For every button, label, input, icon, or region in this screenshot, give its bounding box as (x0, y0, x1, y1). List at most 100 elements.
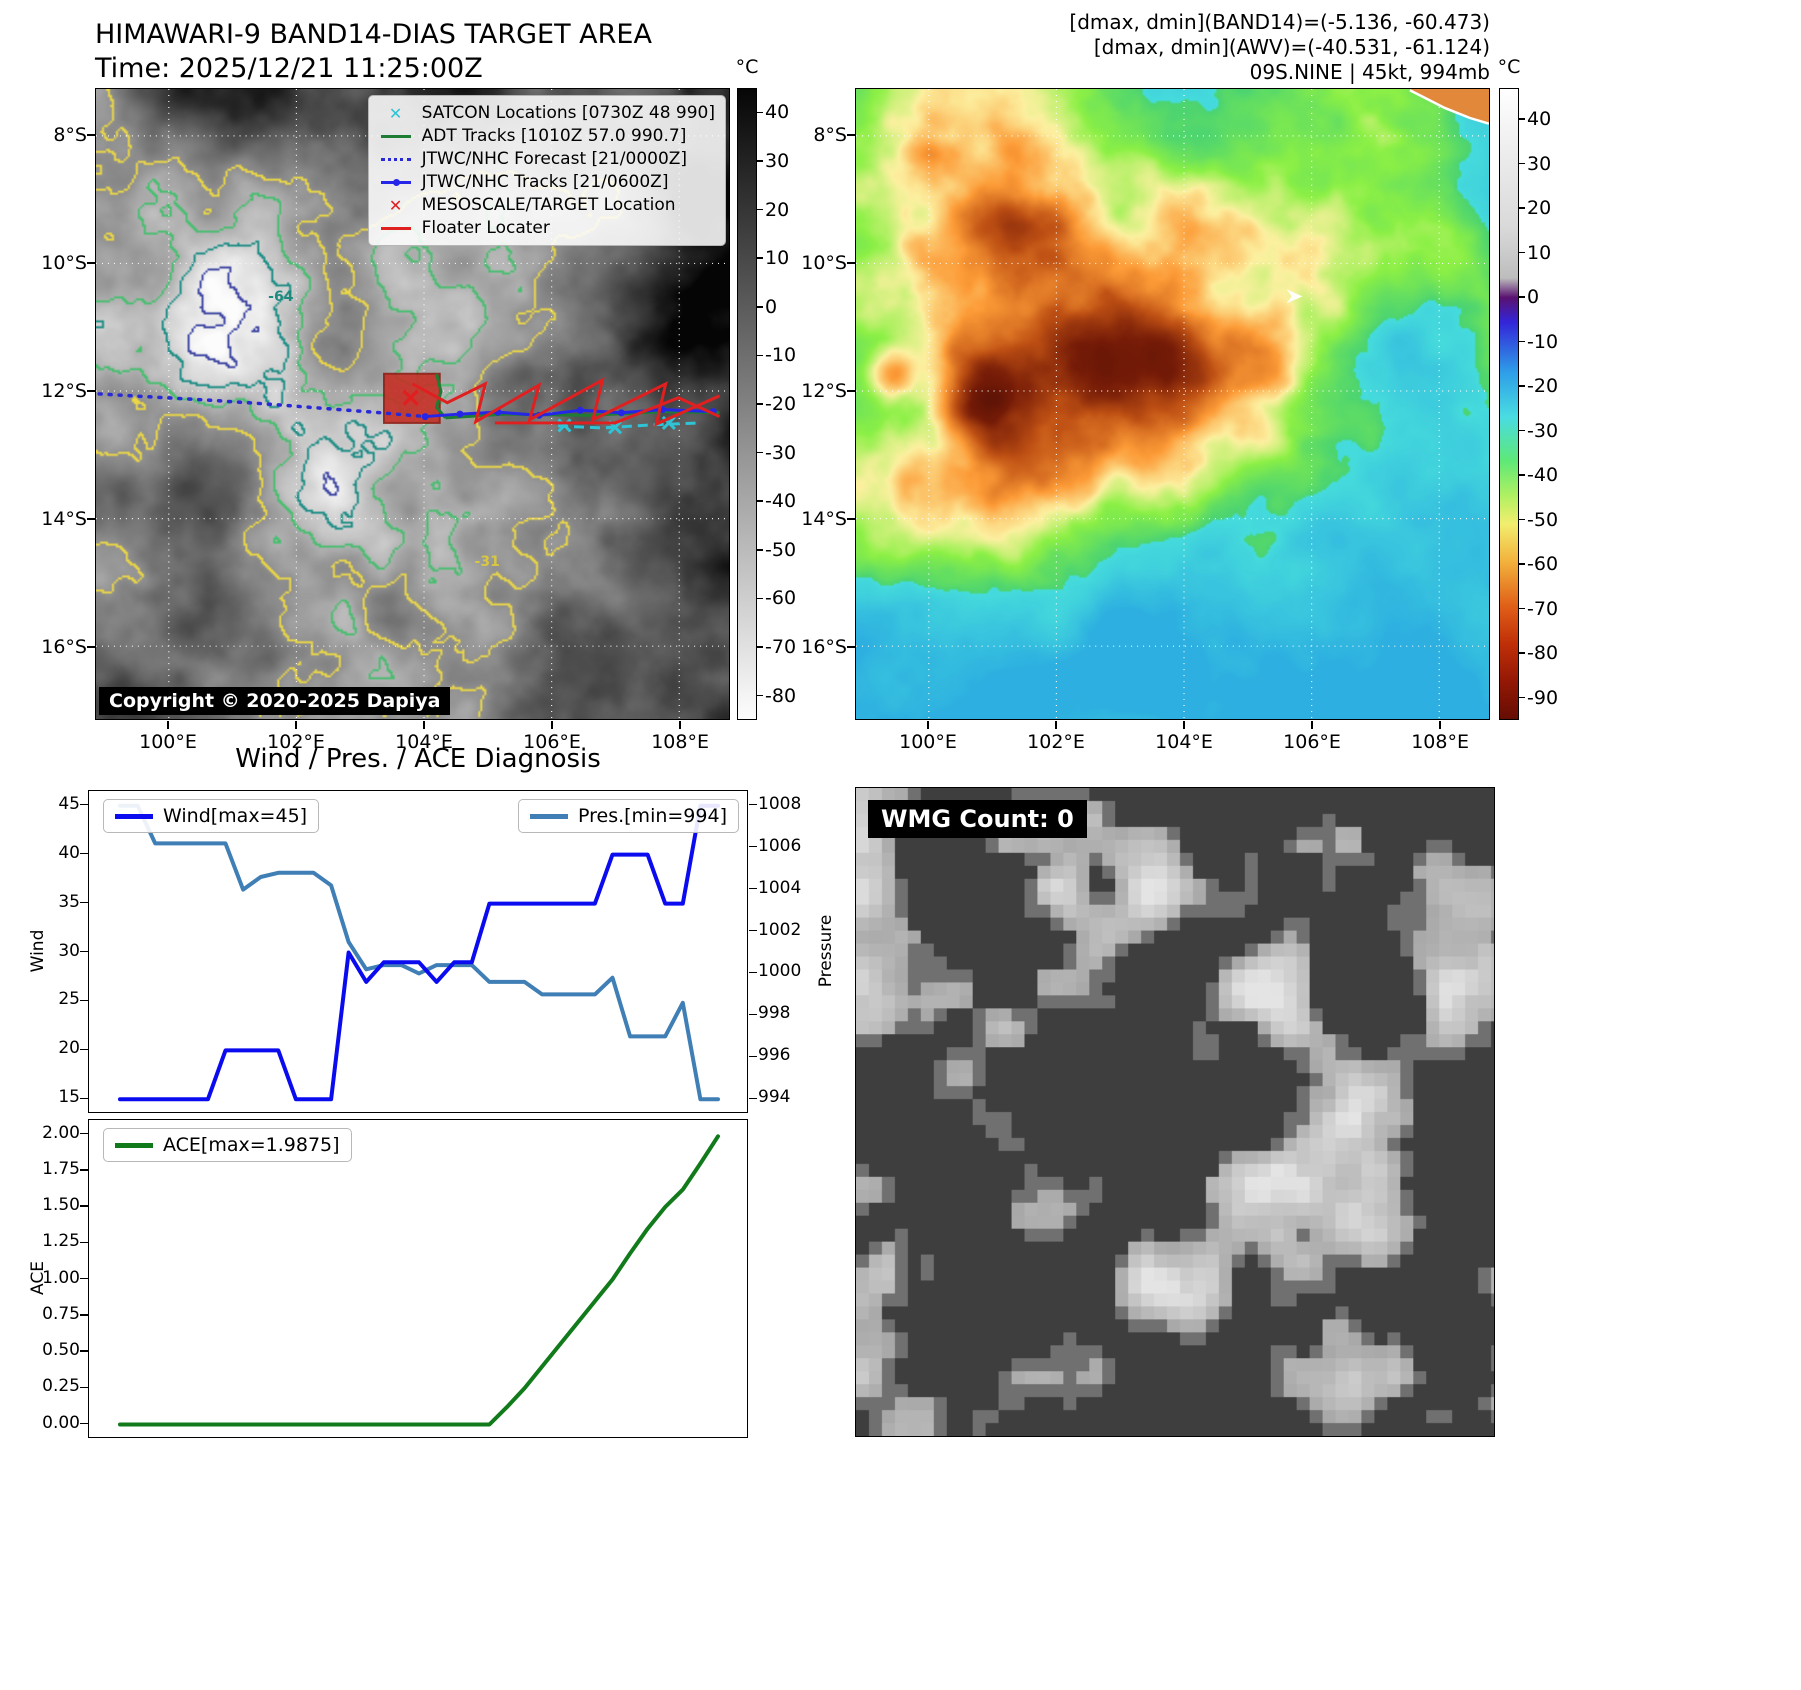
legend-item: JTWC/NHC Tracks [21/0600Z] (379, 172, 715, 192)
tick-mark (80, 1314, 88, 1316)
series-line-ACE[max=1.9875] (118, 1134, 720, 1427)
wind-legend: Wind[max=45] (103, 799, 320, 833)
pressure-line-sample (530, 813, 568, 819)
colorbar-tick-label: -70 (765, 636, 797, 659)
tick-mark (1519, 251, 1525, 254)
lon-tick-label: 106°E (523, 731, 581, 753)
tick-mark (80, 1350, 88, 1352)
tick-mark (757, 451, 763, 454)
legend-item: JTWC/NHC Forecast [21/0000Z] (379, 149, 715, 169)
satcon-x-marker (661, 415, 676, 430)
legend-item: ✕ MESOSCALE/TARGET Location (379, 195, 715, 215)
tick-mark (749, 887, 757, 890)
tick-mark (1519, 652, 1525, 654)
lon-tick-label: 108°E (1411, 731, 1469, 753)
lon-tick-label: 100°E (899, 731, 957, 753)
copyright-label: Copyright © 2020-2025 Dapiya (99, 687, 451, 715)
jtwc-forecast-track (97, 392, 427, 419)
figure-title-block: HIMAWARI-9 BAND14-DIAS TARGET AREA Time:… (95, 18, 652, 86)
x-marker-icon: ✕ (388, 103, 403, 123)
tick-mark (679, 721, 681, 729)
line-marker-icon (379, 157, 413, 161)
wind-pressure-chart: Wind[max=45] Pres.[min=994] (88, 790, 748, 1113)
colorbar-tick-label: 40 (765, 101, 790, 124)
tick-mark (1183, 721, 1185, 729)
left-map-time: Time: 2025/12/21 11:25:00Z (95, 53, 483, 84)
pressure-tick-label: 998 (758, 1003, 791, 1024)
colorbar-tick-label: 0 (1527, 286, 1540, 309)
right-colorbar-unit: °C (1497, 56, 1521, 78)
lat-tick-label: 14°S (41, 507, 87, 530)
tick-mark (757, 597, 763, 600)
wind-tick-label: 40 (58, 842, 80, 863)
tick-mark (80, 1132, 88, 1135)
tick-mark (749, 971, 757, 974)
colorbar-tick-label: 0 (765, 295, 778, 318)
ace-chart: ACE[max=1.9875] (88, 1119, 748, 1438)
wind-line-sample (115, 813, 153, 819)
satcon-x-marker (557, 418, 572, 433)
tick-mark (1519, 118, 1525, 120)
colorbar-tick-label: -40 (765, 490, 797, 513)
pressure-tick-label: 1008 (758, 793, 802, 814)
tick-mark (87, 262, 95, 264)
lon-tick-label: 102°E (267, 731, 325, 753)
colorbar-tick-label: -60 (1527, 553, 1559, 576)
lon-tick-label: 106°E (1283, 731, 1341, 753)
tick-mark (1519, 162, 1525, 165)
satcon-x-marker (608, 420, 623, 435)
ace-plot (118, 1134, 720, 1427)
tick-mark (757, 354, 763, 357)
ace-tick-label: 1.75 (42, 1158, 80, 1179)
lat-tick-label: 12°S (41, 379, 87, 402)
jtwc-track (425, 408, 714, 419)
tick-mark (1519, 385, 1525, 387)
coastline (1409, 89, 1489, 125)
legend-line-sample (380, 178, 411, 186)
line-marker-icon (379, 134, 413, 138)
legend-dot-marker (392, 178, 400, 186)
contour-label: -64 (268, 288, 294, 305)
left-map-title: HIMAWARI-9 BAND14-DIAS TARGET AREA (95, 19, 652, 50)
colorbar-tick-label: 10 (1527, 241, 1552, 264)
tick-mark (1055, 721, 1057, 729)
legend-line-sample (380, 157, 411, 161)
legend-label: ADT Tracks [1010Z 57.0 990.7] (421, 126, 687, 146)
wind-tick-label: 15 (58, 1087, 80, 1108)
tick-mark (1439, 721, 1441, 729)
wind-tick-label: 25 (58, 989, 80, 1010)
lat-tick-label: 16°S (801, 635, 847, 658)
lat-tick-label: 10°S (801, 252, 847, 274)
lon-tick-label: 104°E (395, 731, 453, 753)
annotation-band14-dmax-dmin: [dmax, dmin](BAND14)=(-5.136, -60.473) (1069, 10, 1490, 34)
tick-mark (1519, 563, 1525, 565)
tick-mark (87, 518, 95, 520)
wind-tick-label: 45 (58, 793, 80, 814)
colorbar-tick-label: -80 (1527, 642, 1559, 665)
target-x-marker (402, 389, 419, 406)
colorbar-tick-label: -30 (765, 441, 797, 464)
tick-mark (80, 1097, 88, 1100)
wind-tick-label: 20 (58, 1038, 80, 1059)
colorbar-tick-label: -60 (765, 587, 797, 610)
band14-satellite-map: ✕ SATCON Locations [0730Z 48 990] ADT Trac… (95, 88, 730, 720)
legend-label: JTWC/NHC Forecast [21/0000Z] (421, 149, 688, 169)
colorbar-tick-label: -80 (765, 684, 797, 707)
colorbar-tick-label: -10 (765, 344, 797, 367)
pressure-legend: Pres.[min=994] (518, 799, 739, 833)
tick-mark (757, 500, 763, 502)
wind-arrow-marker (1286, 289, 1303, 304)
colorbar-tick-label: -50 (765, 538, 797, 561)
tick-mark (927, 721, 929, 729)
pressure-legend-label: Pres.[min=994] (578, 805, 727, 827)
colorbar-tick-label: 40 (1527, 108, 1552, 131)
line-marker-icon (379, 178, 413, 186)
x-marker-icon: ✕ (388, 195, 403, 215)
tick-mark (757, 694, 763, 697)
pressure-tick-label: 1000 (758, 961, 802, 982)
tick-mark (80, 950, 88, 953)
lon-tick-label: 100°E (139, 731, 197, 753)
lon-tick-label: 108°E (651, 731, 709, 753)
tick-mark (749, 1013, 757, 1016)
wmg-panel: WMG Count: 0 (855, 787, 1495, 1437)
